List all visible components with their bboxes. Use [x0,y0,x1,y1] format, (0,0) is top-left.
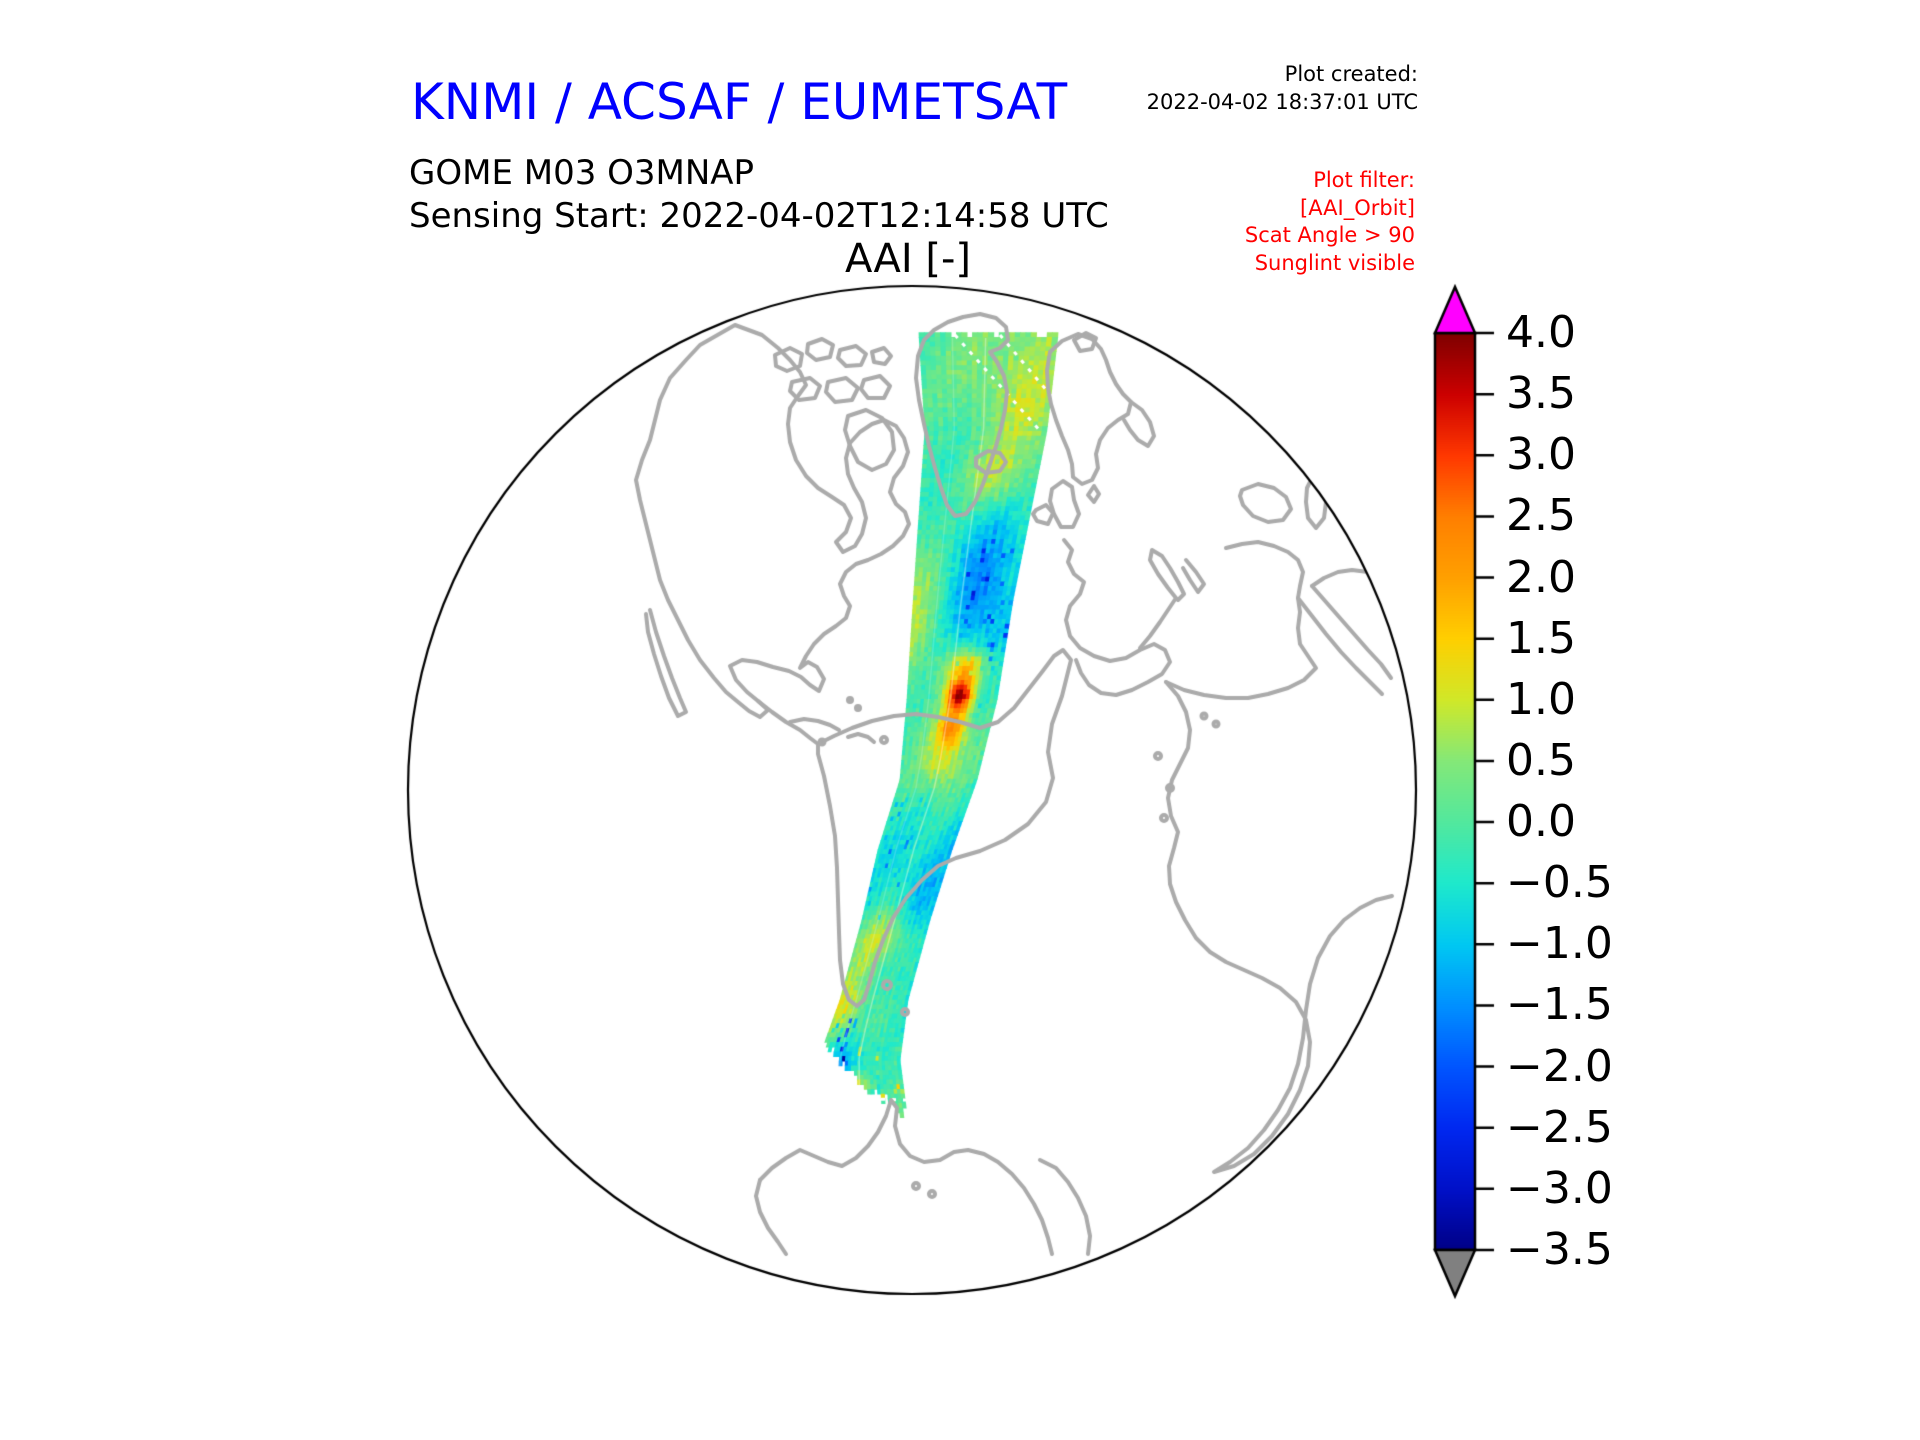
colorbar-tick-label: −2.5 [1506,1101,1613,1153]
map-title: AAI [-] [845,236,971,282]
colorbar-tick-label: 2.5 [1506,490,1576,542]
colorbar-tick-label: 1.0 [1506,673,1576,725]
colorbar-tick-label: 0.0 [1506,796,1576,848]
colorbar-tick-label: 2.0 [1506,551,1576,603]
colorbar-tick-label: −2.0 [1506,1040,1613,1092]
colorbar-tick-label: 4.0 [1506,307,1576,358]
colorbar-tick-label: −1.5 [1506,979,1613,1031]
colorbar-tick-label: −0.5 [1506,857,1613,909]
plot-created-value: 2022-04-02 18:37:01 UTC [1146,90,1418,114]
colorbar-tick-label: −1.0 [1506,918,1613,970]
colorbar-tick-label: −3.0 [1506,1162,1613,1214]
colorbar-tick-label: 1.5 [1506,612,1576,664]
organisation-title: KNMI / ACSAF / EUMETSAT [411,73,1068,131]
plot-filter-note: Plot filter: [AAI_Orbit] Scat Angle > 90… [1244,168,1415,275]
colorbar-tick-label: −3.5 [1506,1224,1613,1275]
plot-created-note: Plot created: 2022-04-02 18:37:01 UTC [1147,60,1418,116]
sensing-start-line: Sensing Start: 2022-04-02T12:14:58 UTC [409,196,1109,236]
product-name: GOME M03 O3MNAP [409,153,755,193]
colorbar-tick-label: 3.0 [1506,429,1576,481]
colorbar-tick-label: 3.5 [1506,368,1576,420]
plot-created-label: Plot created: [1284,62,1418,86]
colorbar-tick-label: 0.5 [1506,734,1576,786]
